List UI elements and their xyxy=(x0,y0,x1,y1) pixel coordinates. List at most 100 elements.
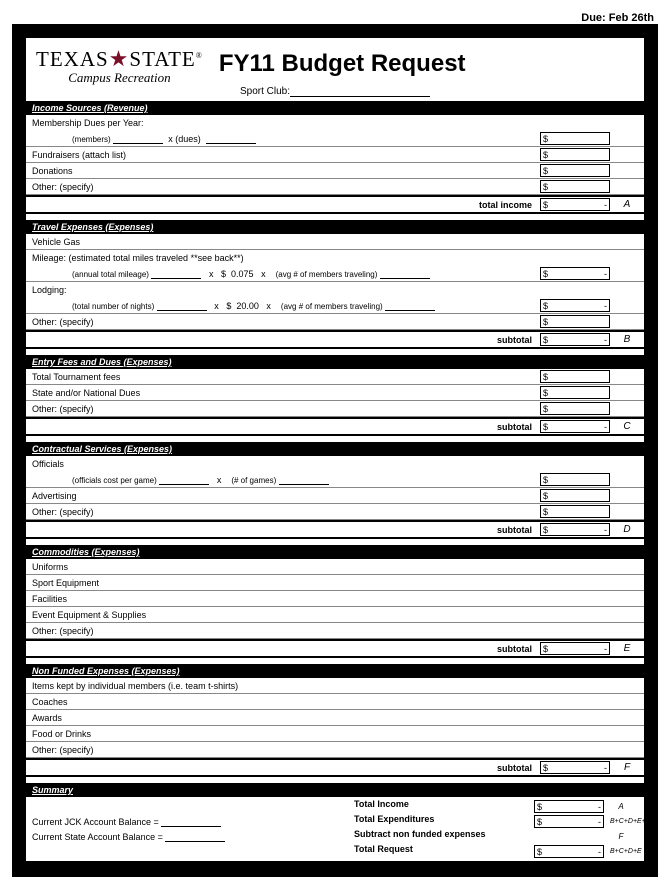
subtotal-commod-row: subtotal $- E xyxy=(26,639,644,658)
label-subtract: Subtract non funded expenses xyxy=(354,829,534,844)
amount-state-dues[interactable]: $ xyxy=(540,386,610,399)
label-tourney: Total Tournament fees xyxy=(32,372,540,382)
header: TEXAS★STATE® Campus Recreation FY11 Budg… xyxy=(26,38,644,90)
label-donations: Donations xyxy=(32,166,540,176)
label-fundraisers: Fundraisers (attach list) xyxy=(32,150,540,160)
label-travel-other: Other: (specify) xyxy=(32,317,540,327)
amount-donations[interactable]: $ xyxy=(540,164,610,177)
logo: TEXAS★STATE® Campus Recreation xyxy=(36,46,203,86)
sum-letter-bcde: B+C+D+E xyxy=(610,848,638,855)
numgames-input[interactable] xyxy=(279,475,329,485)
letter-f: F xyxy=(616,762,638,773)
amount-sum-request: $- xyxy=(534,845,604,858)
label-officials: Officials xyxy=(32,459,610,469)
sum-letter-bcdef: B+C+D+E+F xyxy=(610,818,638,825)
label-state-acct: Current State Account Balance = xyxy=(32,829,354,844)
subtotal-contract-row: subtotal $- D xyxy=(26,520,644,539)
costper-input[interactable] xyxy=(159,475,209,485)
state-input[interactable] xyxy=(165,832,225,842)
section-header-contract: Contractual Services (Expenses) xyxy=(26,442,644,456)
label-jck: Current JCK Account Balance = xyxy=(32,814,354,829)
label-food: Food or Drinks xyxy=(32,729,610,739)
amount-officials[interactable]: $ xyxy=(540,473,610,486)
label-gas: Vehicle Gas xyxy=(32,237,610,247)
amount-subtotal-entry: $- xyxy=(540,420,610,433)
section-header-entry: Entry Fees and Dues (Expenses) xyxy=(26,355,644,369)
amount-subtotal-commod: $- xyxy=(540,642,610,655)
section-header-income: Income Sources (Revenue) xyxy=(26,101,644,115)
dues-input[interactable] xyxy=(206,134,256,144)
amount-subtotal-nonfund: $- xyxy=(540,761,610,774)
sport-club-label: Sport Club: xyxy=(240,86,290,97)
avgmem-input[interactable] xyxy=(380,269,430,279)
jck-input[interactable] xyxy=(161,817,221,827)
amount-total-income: $- xyxy=(540,198,610,211)
logo-text-2: STATE xyxy=(129,47,195,71)
logo-subtitle: Campus Recreation xyxy=(36,70,203,86)
sport-club-input[interactable] xyxy=(290,87,430,97)
label-income-other: Other: (specify) xyxy=(32,182,540,192)
amount-subtotal-contract: $- xyxy=(540,523,610,536)
letter-a: A xyxy=(616,199,638,210)
amount-sum-income: $- xyxy=(534,800,604,813)
letter-c: C xyxy=(616,421,638,432)
sport-club-field: Sport Club: xyxy=(26,86,644,97)
section-header-travel: Travel Expenses (Expenses) xyxy=(26,220,644,234)
form-frame: TEXAS★STATE® Campus Recreation FY11 Budg… xyxy=(12,24,658,877)
label-facilities: Facilities xyxy=(32,594,610,604)
subtotal-nonfund-row: subtotal $- F xyxy=(26,758,644,777)
amount-lodging[interactable]: $- xyxy=(540,299,610,312)
amount-membership[interactable]: $ xyxy=(540,132,610,145)
subtotal-entry-row: subtotal $- C xyxy=(26,417,644,436)
label-equip: Sport Equipment xyxy=(32,578,610,588)
subtotal-travel-row: subtotal $- B xyxy=(26,330,644,349)
amount-fundraisers[interactable]: $ xyxy=(540,148,610,161)
label-entry-other: Other: (specify) xyxy=(32,404,540,414)
letter-d: D xyxy=(616,524,638,535)
amount-tourney[interactable]: $ xyxy=(540,370,610,383)
total-income-row: total income $- A xyxy=(26,195,644,214)
amount-entry-other[interactable]: $ xyxy=(540,402,610,415)
section-header-nonfund: Non Funded Expenses (Expenses) xyxy=(26,664,644,678)
label-total-request: Total Request xyxy=(354,844,534,859)
label-items: Items kept by individual members (i.e. t… xyxy=(32,681,610,691)
label-members-calc: (members) x (dues) xyxy=(32,134,540,144)
avgmem2-input[interactable] xyxy=(385,301,435,311)
label-awards: Awards xyxy=(32,713,610,723)
label-contract-other: Other: (specify) xyxy=(32,507,540,517)
sum-letter-a: A xyxy=(610,802,632,811)
mileage-input[interactable] xyxy=(151,269,201,279)
label-event: Event Equipment & Supplies xyxy=(32,610,610,620)
label-commod-other: Other: (specify) xyxy=(32,626,610,636)
label-total-expend: Total Expenditures xyxy=(354,814,534,829)
amount-contract-other[interactable]: $ xyxy=(540,505,610,518)
label-state-dues: State and/or National Dues xyxy=(32,388,540,398)
amount-income-other[interactable]: $ xyxy=(540,180,610,193)
members-input[interactable] xyxy=(113,134,163,144)
due-date: Due: Feb 26th xyxy=(12,12,658,24)
label-mileage-calc: (annual total mileage) x $ 0.075 x (avg … xyxy=(32,269,540,279)
star-icon: ★ xyxy=(109,46,130,71)
page-title: FY11 Budget Request xyxy=(219,50,466,78)
letter-e: E xyxy=(616,643,638,654)
letter-b: B xyxy=(616,334,638,345)
amount-advertising[interactable]: $ xyxy=(540,489,610,502)
amount-sum-expend: $- xyxy=(534,815,604,828)
label-officials-calc: (officials cost per game) x (# of games) xyxy=(32,475,540,485)
summary-body: Current JCK Account Balance = Current St… xyxy=(26,797,644,861)
label-mileage: Mileage: (estimated total miles traveled… xyxy=(32,253,610,263)
section-header-summary: Summary xyxy=(26,783,644,797)
amount-mileage[interactable]: $- xyxy=(540,267,610,280)
amount-subtotal-travel: $- xyxy=(540,333,610,346)
label-lodging: Lodging: xyxy=(32,285,610,295)
amount-travel-other[interactable]: $ xyxy=(540,315,610,328)
label-total-income: Total Income xyxy=(354,799,534,814)
section-header-commod: Commodities (Expenses) xyxy=(26,545,644,559)
label-uniforms: Uniforms xyxy=(32,562,610,572)
page: Due: Feb 26th TEXAS★STATE® Campus Recrea… xyxy=(0,0,670,889)
sum-letter-f: F xyxy=(610,832,632,841)
label-coaches: Coaches xyxy=(32,697,610,707)
logo-text-1: TEXAS xyxy=(36,47,109,71)
label-nonfund-other: Other: (specify) xyxy=(32,745,610,755)
nights-input[interactable] xyxy=(157,301,207,311)
